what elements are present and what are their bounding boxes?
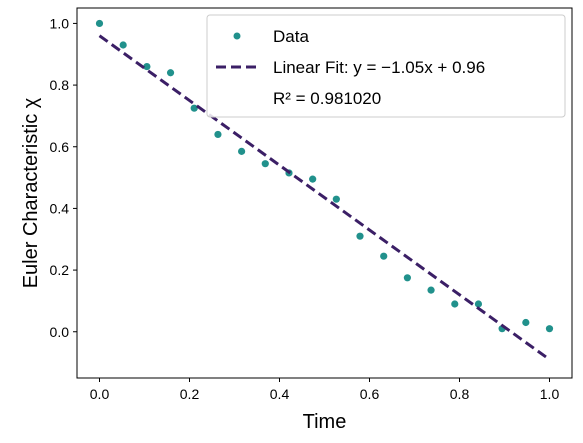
marks-layer <box>95 19 554 361</box>
data-point <box>95 19 104 28</box>
data-point <box>474 300 483 308</box>
data-point <box>261 160 269 168</box>
legend-label-fit: Linear Fit: y = −1.05x + 0.96 <box>273 58 485 77</box>
data-point <box>166 69 175 77</box>
y-tick-label: 0.8 <box>50 77 70 93</box>
data-point <box>119 41 127 49</box>
y-tick-label: 0.0 <box>50 324 70 340</box>
x-tick-label: 0.2 <box>180 386 200 402</box>
x-tick-label: 0.4 <box>270 386 290 402</box>
legend-r-squared: R² = 0.981020 <box>273 89 381 108</box>
y-tick-label: 0.2 <box>50 262 70 278</box>
y-axis-label: Euler Characteristic χ <box>20 97 42 288</box>
data-point <box>451 300 459 308</box>
data-point <box>190 104 198 112</box>
legend-label-data: Data <box>273 27 309 46</box>
legend: Data Linear Fit: y = −1.05x + 0.96 R² = … <box>206 14 566 118</box>
data-point <box>403 274 411 282</box>
legend-box <box>206 14 566 118</box>
y-tick-label: 0.6 <box>50 139 70 155</box>
data-point <box>356 232 364 240</box>
x-tick-label: 0.6 <box>360 386 380 402</box>
y-tick-label: 0.4 <box>50 200 70 216</box>
data-point <box>427 286 435 294</box>
x-axis-label: Time <box>303 411 347 433</box>
x-tick-label: 0.8 <box>450 386 470 402</box>
data-point <box>380 252 388 260</box>
data-point <box>238 147 246 155</box>
data-point <box>309 175 317 183</box>
data-point <box>332 195 340 203</box>
legend-marker-data <box>233 32 241 40</box>
x-tick-label: 1.0 <box>540 386 560 402</box>
y-tick-label: 1.0 <box>50 15 70 31</box>
plot-frame <box>76 7 573 379</box>
data-point <box>143 62 151 71</box>
data-point <box>545 325 554 333</box>
fit-line <box>98 34 551 361</box>
data-point <box>522 318 530 327</box>
ticks-layer: 0.0 0.2 0.4 0.6 0.8 1.0 0.0 0.2 0.4 0.6 0.8 1.0 <box>50 15 560 402</box>
x-tick-label: 0.0 <box>90 386 110 402</box>
data-point <box>214 130 222 139</box>
